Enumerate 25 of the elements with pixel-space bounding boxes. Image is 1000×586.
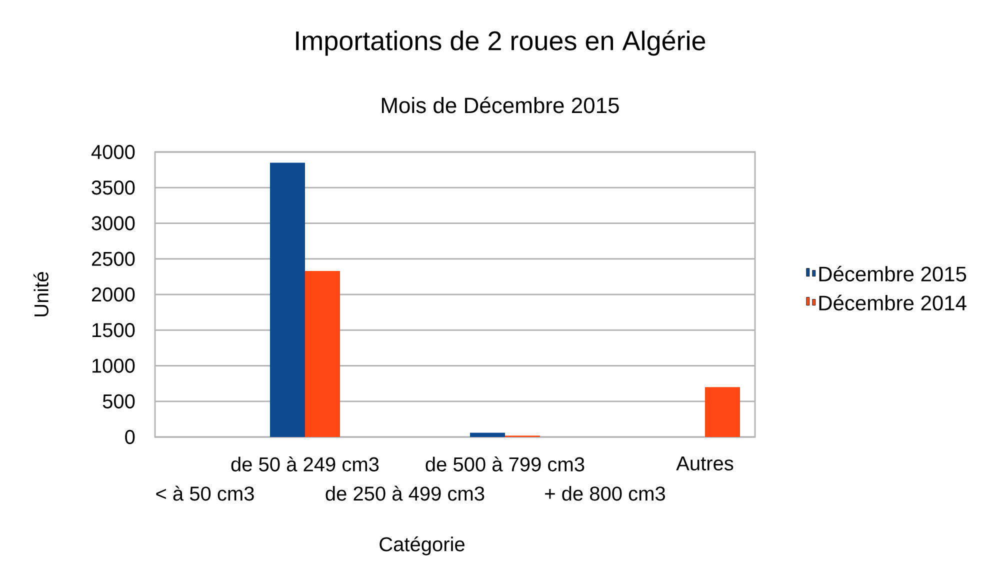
y-tick-label: 500: [102, 394, 135, 408]
bar: [305, 270, 340, 437]
y-tick-label: 1000: [92, 358, 135, 373]
y-tick-label: 4000: [91, 144, 135, 160]
legend-label: Décembre 2014: [819, 294, 966, 310]
chart-subtitle: Mois de Décembre 2015: [382, 96, 619, 114]
x-tick-label: Autres: [676, 456, 734, 470]
x-axis-title: Catégorie: [380, 536, 464, 556]
y-axis-title: Unité: [34, 272, 48, 316]
bar: [470, 432, 506, 437]
x-tick-label: de 50 à 249 cm3: [231, 456, 379, 472]
y-tick-label: 3000: [92, 216, 135, 230]
bar: [705, 387, 740, 437]
bar: [270, 162, 306, 437]
y-tick-label: 2000: [92, 287, 135, 302]
x-tick-label: < à 50 cm3: [156, 486, 254, 501]
legend-label: Décembre 2015: [819, 266, 966, 282]
y-tick-label: 1500: [92, 323, 135, 338]
x-tick-label: de 250 à 499 cm3: [326, 486, 484, 501]
y-tick-label: 0: [125, 430, 135, 444]
x-tick-label: + de 800 cm3: [545, 486, 665, 501]
x-tick-label: de 500 à 799 cm3: [426, 456, 584, 472]
y-tick-label: 2500: [92, 252, 135, 266]
chart-title: Importations de 2 roues en Algérie: [296, 30, 706, 56]
y-tick-label: 3500: [92, 180, 135, 195]
